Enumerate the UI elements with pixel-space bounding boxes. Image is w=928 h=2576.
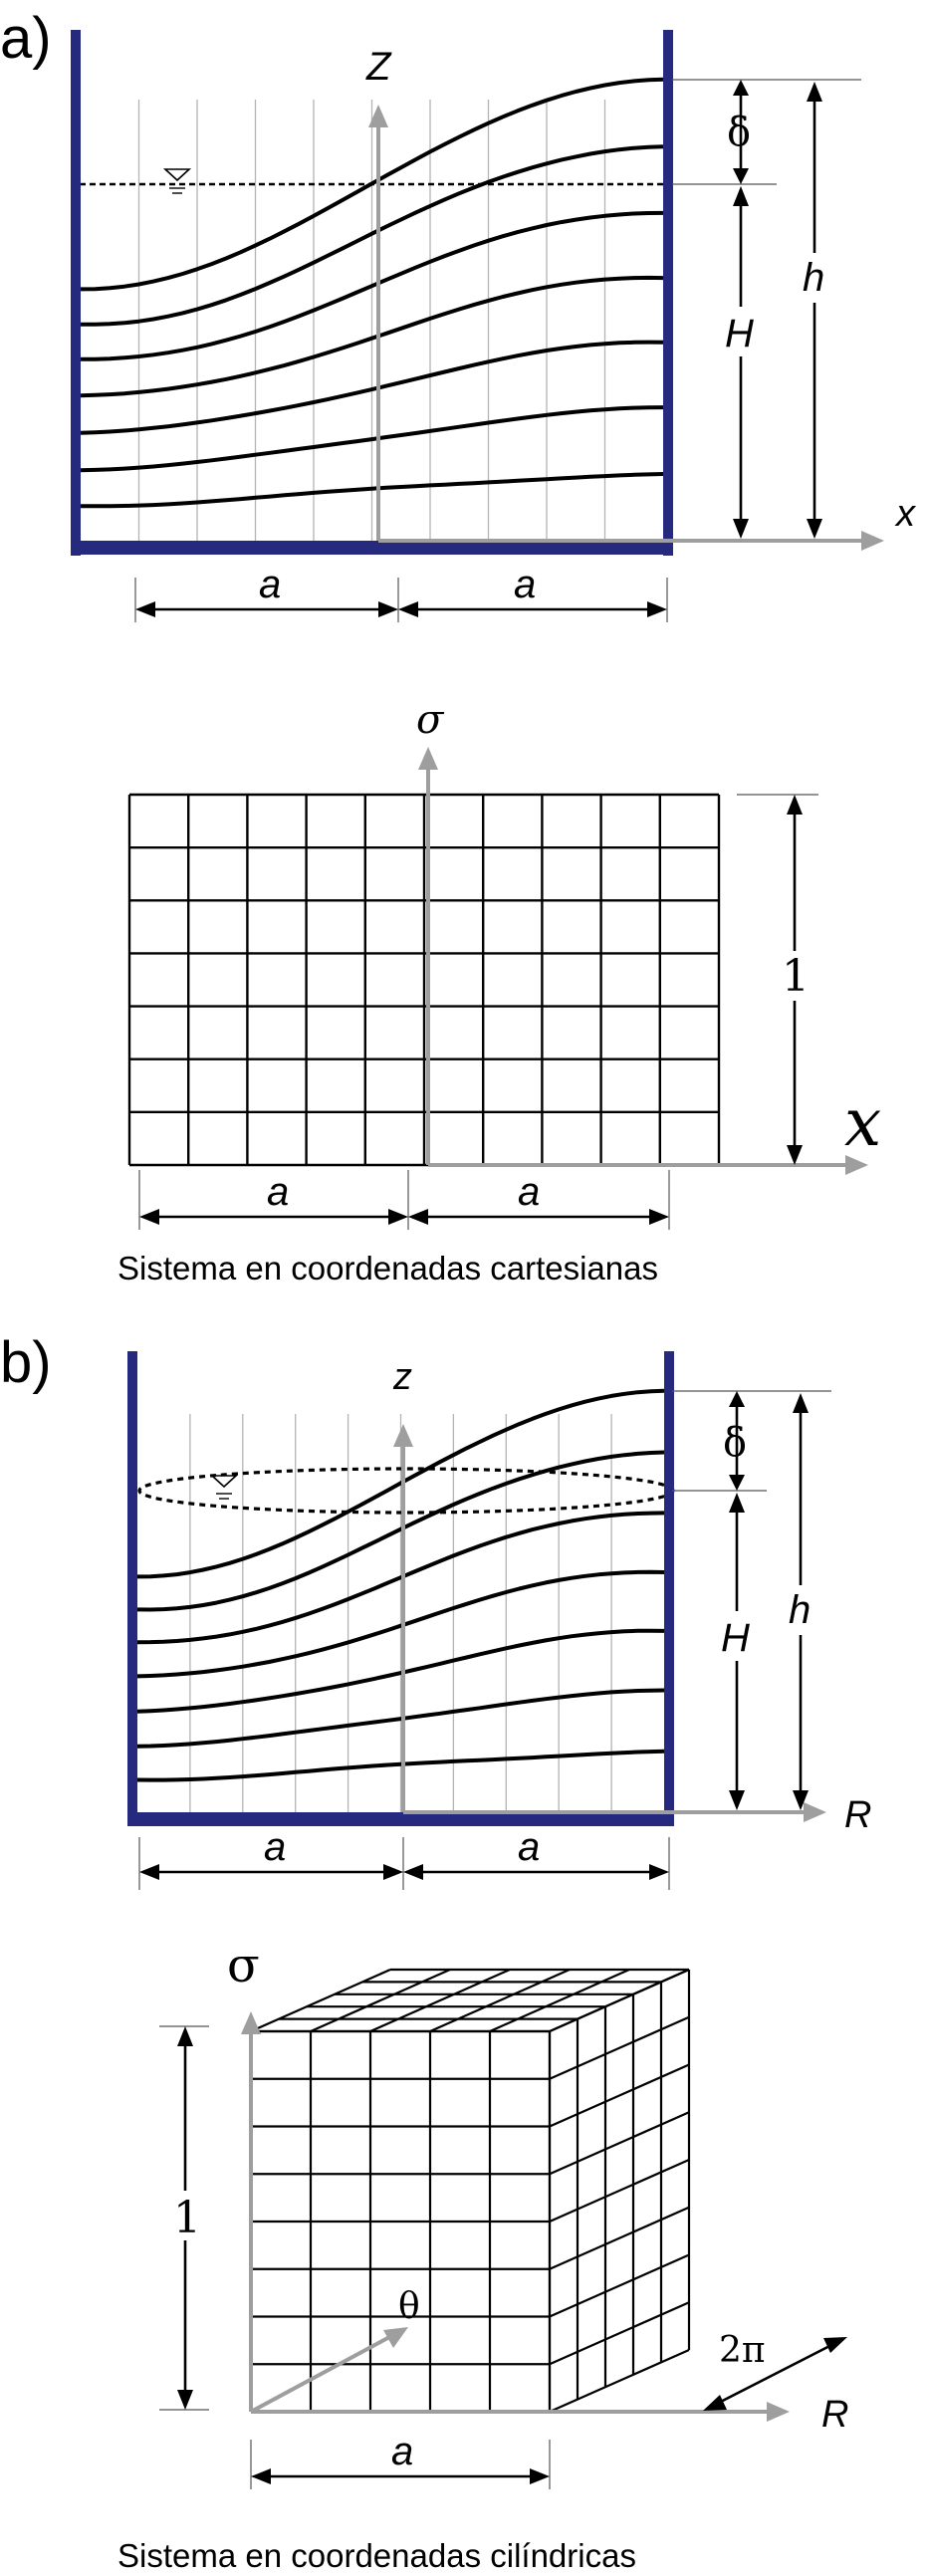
cube-right-depth-line [549,2348,690,2414]
cube-top-depth-line [369,1968,511,2033]
cube-R-label: R [821,2394,848,2436]
panel-a-a-right-label: a [514,563,536,606]
panel-b-right-wall [664,1351,674,1826]
panel-a-tag: a) [0,6,52,71]
sigma-grid-cartesian: σ x 1 a a Sistema en coordenadas cartesi… [117,697,881,1287]
cube-right-depth-line [549,2063,690,2128]
sigma-grid-cells [127,793,721,1167]
sigma-layer [80,275,664,398]
panel-a-delta-label: δ [727,110,751,155]
cube-sigma-label: σ [227,1938,260,1993]
cube-caption: Sistema en coordenadas cilíndricas [117,2537,636,2574]
sigma-grid-sigma-label: σ [416,697,445,743]
free-surface [136,1388,665,1579]
panel-b-water-level-symbol [209,1475,239,1500]
panel-a-sigma-layers [80,77,664,509]
cube-right-depth-line [549,2301,690,2366]
cube-theta-label: θ [398,2286,420,2327]
panel-a-cartesian-basin: a) Z x δ H [0,6,917,622]
cube-two-pi-label: 2π [719,2330,766,2371]
panel-a-x-axis-arrowhead [861,531,884,551]
sigma-layer [80,340,664,435]
cube-top-depth-line [250,1968,391,2033]
sigma-grid-x-label: x [844,1084,881,1161]
sigma-layer [136,1688,665,1749]
panel-b-H-label: H [721,1616,750,1660]
panel-b-a-left-label: a [264,1825,286,1869]
sigma-layer [136,1749,665,1782]
cube-a-label: a [391,2430,413,2473]
panel-b-vertical-grid-lines [189,1414,612,1812]
panel-b-delta-label: δ [723,1420,747,1466]
sigma-layer [136,1450,665,1612]
sigma-grid-one-label: 1 [782,951,810,1002]
panel-b-tag: b) [0,1330,52,1395]
sigma-layer [136,1511,665,1645]
panel-a-left-wall [71,30,81,556]
cube-right-depth-line [549,1968,690,2033]
panel-b-R-label: R [844,1794,871,1836]
panel-a-h-label: h [803,256,824,300]
sigma-layer [80,210,664,361]
cube-top-depth-line [310,1968,451,2033]
sigma-layer [136,1628,665,1714]
panel-a-H-label: H [725,312,754,355]
cube-top-depth-line [429,1968,571,2033]
panel-b-sigma-layers [136,1388,665,1782]
panel-a-water-level-symbol [162,168,192,194]
sigma-grid-caption: Sistema en coordenadas cartesianas [117,1250,658,1287]
sigma-cube-cylindrical: σ θ R 1 2π a Sistema en coordenadas cilí… [117,1938,848,2574]
cube-theta-axis [250,2333,394,2414]
sigma-layer [80,144,664,327]
panel-a-z-label: Z [365,45,392,89]
panel-a-a-left-label: a [259,563,281,606]
sigma-layer [80,472,664,509]
panel-b-bottom [127,1812,674,1826]
cube-right-depth-line [549,2015,690,2080]
panel-b-h-label: h [789,1588,811,1632]
panel-a-bottom [71,541,673,555]
panel-b-left-wall [127,1351,137,1826]
cube-two-pi-dimension [708,2338,842,2410]
cube-one-label: 1 [173,2193,201,2243]
cube-right-depth-line [549,2158,690,2224]
sigma-grid-a-right-label: a [518,1170,540,1214]
panel-b-a-right-label: a [518,1825,540,1869]
sigma-layer [80,405,664,473]
panel-a-x-label: x [894,493,917,535]
panel-a-z-axis-arrowhead [368,105,388,127]
sigma-layer [136,1569,665,1679]
cube-right-depth-line [549,2206,690,2270]
cube-grid-lines [249,1968,691,2414]
sigma-grid-a-left-label: a [267,1170,289,1214]
panel-b-z-label: z [392,1356,412,1398]
panel-b-cylindrical-basin: b) z R δ H [0,1330,871,1890]
cube-top-depth-line [489,1968,630,2033]
cube-right-depth-line [549,2111,690,2176]
panel-a-right-wall [663,30,673,556]
cube-right-depth-line [549,2253,690,2318]
